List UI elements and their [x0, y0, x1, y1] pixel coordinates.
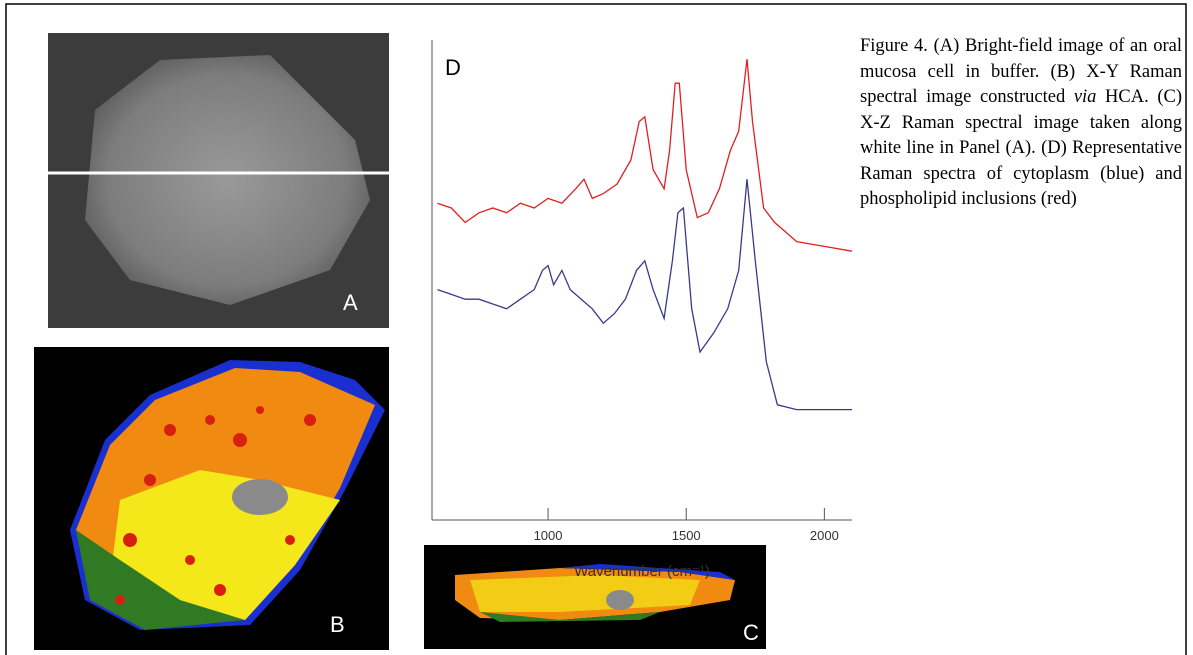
x-tick-label: 2000: [810, 528, 839, 543]
x-tick-label: 1000: [534, 528, 563, 543]
x-tick-label: 1500: [672, 528, 701, 543]
spectrum-line: [437, 59, 853, 252]
caption-italic: via: [1073, 87, 1097, 107]
panel-d: D: [445, 55, 461, 80]
x-axis-label: Wavenumber (cm⁻¹): [574, 563, 710, 580]
panel-label: A: [343, 290, 358, 315]
panel-a: A: [48, 33, 389, 328]
panel-label: C: [743, 620, 759, 645]
panel-b: B: [34, 347, 389, 650]
caption-text: HCA. (C) X-Z Raman spectral image taken …: [860, 87, 1182, 209]
caption-text: Figure 4. (A) Bright-field image of an o…: [860, 36, 1182, 107]
panel-c: C: [424, 545, 766, 649]
panel-label: B: [330, 612, 345, 637]
caption: Figure 4. (A) Bright-field image of an o…: [860, 34, 1182, 213]
spectrum-line: [437, 179, 852, 411]
frame: [5, 3, 1187, 655]
panel-label: D: [445, 55, 461, 80]
